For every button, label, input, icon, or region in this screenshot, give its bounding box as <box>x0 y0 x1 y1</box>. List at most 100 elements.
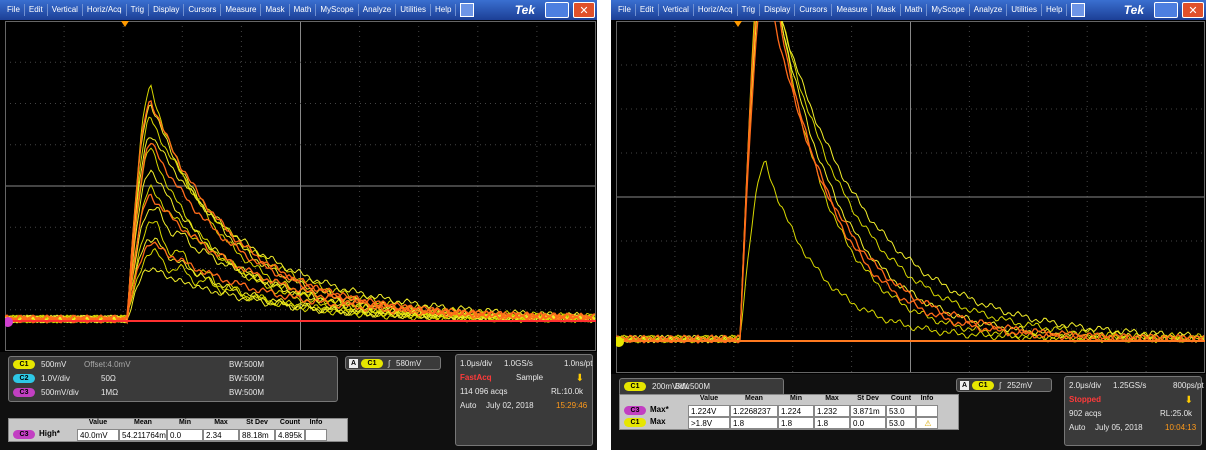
measurement-cell: 1.8 <box>814 417 850 429</box>
row-badge[interactable]: C1 <box>624 418 646 427</box>
close-button[interactable]: ✕ <box>1182 2 1204 18</box>
measurement-table: ValueMeanMinMaxSt DevCountInfoC3Max*1.22… <box>619 394 959 430</box>
measurement-table: ValueMeanMinMaxSt DevCountInfoC3High*40.… <box>8 418 348 442</box>
channel-bandwidth: BW:500M <box>675 382 710 392</box>
acq-sample: Sample <box>516 373 543 383</box>
column-header: Min <box>167 419 203 426</box>
acq-trigger-mode: Auto <box>1069 423 1085 433</box>
menu-item[interactable]: Mask <box>261 4 289 16</box>
menu-item[interactable]: MyScope <box>927 4 969 16</box>
menu-item[interactable]: Trig <box>127 4 149 16</box>
acq-timebase: 2.0μs/div <box>1069 381 1101 391</box>
row-badge[interactable]: C3 <box>13 430 35 439</box>
menu-item[interactable]: Trig <box>738 4 760 16</box>
acq-resolution: 800ps/pt <box>1173 381 1204 391</box>
channel-badge[interactable]: C3 <box>13 388 35 397</box>
menu-item[interactable]: File <box>614 4 636 16</box>
close-button[interactable]: ✕ <box>573 2 595 18</box>
menu-item[interactable]: Vertical <box>48 4 83 16</box>
menu-dropdown[interactable] <box>460 3 474 17</box>
measurement-cell: 1.8 <box>730 417 778 429</box>
measurement-cell: 3.871m <box>850 405 886 417</box>
minimize-button[interactable] <box>545 2 569 18</box>
page: FileEditVerticalHoriz/AcqTrigDisplayCurs… <box>0 0 1206 450</box>
menu-item[interactable]: Analyze <box>359 4 396 16</box>
trigger-slope: ∫ <box>388 359 390 369</box>
column-header: Count <box>275 419 305 426</box>
menu-item[interactable]: Utilities <box>1007 4 1042 16</box>
menu-item[interactable]: Cursors <box>184 4 221 16</box>
run-indicator: ⬇ <box>1185 395 1193 406</box>
menu-item[interactable]: Help <box>431 4 456 16</box>
menu-item[interactable]: MyScope <box>316 4 358 16</box>
menu-dropdown[interactable] <box>1071 3 1085 17</box>
channel-badge[interactable]: C1 <box>13 360 35 369</box>
channel-bandwidth: BW:500M <box>229 360 264 370</box>
trigger-level: 580mV <box>396 359 421 369</box>
menu-item[interactable]: Math <box>290 4 317 16</box>
menu-item[interactable]: Measure <box>832 4 872 16</box>
measurement-cell <box>305 429 327 441</box>
graticule <box>5 21 596 351</box>
graticule <box>616 21 1205 373</box>
acq-timebase: 1.0μs/div <box>460 359 492 369</box>
menu-item[interactable]: Help <box>1042 4 1067 16</box>
acq-acqs: 114 096 acqs <box>460 387 507 397</box>
row-label: Max <box>650 417 666 426</box>
channel-extra: 1MΩ <box>101 388 118 398</box>
menu-item[interactable]: Math <box>901 4 928 16</box>
menu-item[interactable]: Utilities <box>396 4 431 16</box>
column-header: Min <box>778 395 814 402</box>
info-panel: C1200mV/divBW:500MAC1∫252mV2.0μs/div1.25… <box>611 374 1206 450</box>
acq-rate: 1.25GS/s <box>1113 381 1146 391</box>
trigger-marker <box>121 21 129 27</box>
menu-item[interactable]: Horiz/Acq <box>83 4 127 16</box>
menu-item[interactable]: Analyze <box>970 4 1007 16</box>
measurement-cell: 1.224 <box>778 405 814 417</box>
menu-item[interactable]: Cursors <box>795 4 832 16</box>
acq-rate: 1.0GS/s <box>504 359 533 369</box>
menu-item[interactable]: Vertical <box>659 4 694 16</box>
acq-time: 15:29:46 <box>556 401 587 411</box>
column-header: Mean <box>119 419 167 426</box>
trigger-slope: ∫ <box>999 381 1001 391</box>
channel-badge[interactable]: C1 <box>624 382 646 391</box>
channel-extra: Offset:4.0mV <box>84 360 131 370</box>
column-header: Value <box>688 395 730 402</box>
brand-logo: Tek <box>515 3 535 17</box>
measurement-cell: ⚠ <box>916 417 938 429</box>
acq-trigger-mode: Auto <box>460 401 476 411</box>
minimize-button[interactable] <box>1154 2 1178 18</box>
channel-scale: 500mV <box>41 360 66 370</box>
column-header: St Dev <box>239 419 275 426</box>
menu-item[interactable]: Edit <box>636 4 659 16</box>
menu-item[interactable]: Display <box>149 4 184 16</box>
trigger-channel: C1 <box>361 359 383 368</box>
measurement-cell: 2.34 <box>203 429 239 441</box>
menu-item[interactable]: Display <box>760 4 795 16</box>
measurement-cell: 1.224V <box>688 405 730 417</box>
row-label: High* <box>39 429 60 438</box>
menu-item[interactable]: File <box>3 4 25 16</box>
measurement-cell: 53.0 <box>886 417 916 429</box>
measurement-cell: >1.8V <box>688 417 730 429</box>
menu-item[interactable]: Horiz/Acq <box>694 4 738 16</box>
brand-logo: Tek <box>1124 3 1144 17</box>
row-label: Max* <box>650 405 669 414</box>
menu-item[interactable]: Mask <box>872 4 900 16</box>
row-badge[interactable]: C3 <box>624 406 646 415</box>
trigger-level: 252mV <box>1007 381 1032 391</box>
menu-item[interactable]: Measure <box>221 4 261 16</box>
column-header: Mean <box>730 395 778 402</box>
measurement-cell: 0.0 <box>850 417 886 429</box>
acquisition-box: 1.0μs/div1.0GS/s1.0ns/ptFastAcqSample114… <box>455 354 593 446</box>
trigger-marker <box>734 21 742 27</box>
menu-item[interactable]: Edit <box>25 4 48 16</box>
channel-badge[interactable]: C2 <box>13 374 35 383</box>
channel-scale: 500mV/div <box>41 388 79 398</box>
measurement-cell: 53.0 <box>886 405 916 417</box>
column-header: Info <box>305 419 327 426</box>
